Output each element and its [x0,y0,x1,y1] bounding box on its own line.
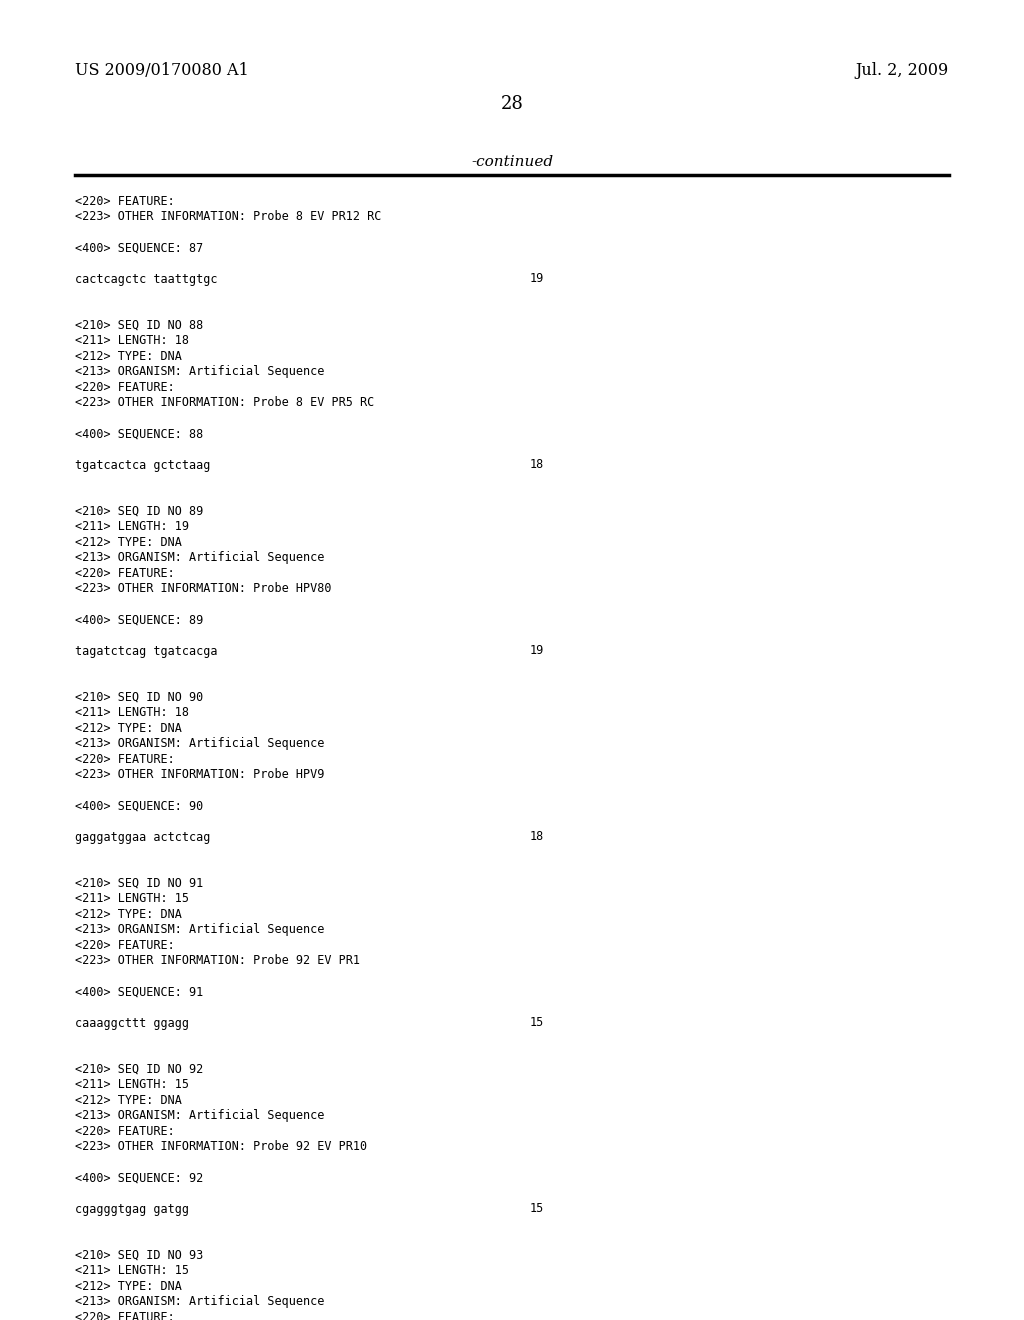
Text: 15: 15 [530,1203,544,1216]
Text: <211> LENGTH: 18: <211> LENGTH: 18 [75,334,189,347]
Text: <220> FEATURE:: <220> FEATURE: [75,939,175,952]
Text: US 2009/0170080 A1: US 2009/0170080 A1 [75,62,249,79]
Text: <400> SEQUENCE: 87: <400> SEQUENCE: 87 [75,242,203,255]
Text: 28: 28 [501,95,523,114]
Text: <400> SEQUENCE: 89: <400> SEQUENCE: 89 [75,614,203,627]
Text: <212> TYPE: DNA: <212> TYPE: DNA [75,1094,182,1107]
Text: <211> LENGTH: 15: <211> LENGTH: 15 [75,892,189,906]
Text: <223> OTHER INFORMATION: Probe 92 EV PR10: <223> OTHER INFORMATION: Probe 92 EV PR1… [75,1140,368,1154]
Text: 19: 19 [530,272,544,285]
Text: 18: 18 [530,458,544,471]
Text: <220> FEATURE:: <220> FEATURE: [75,568,175,579]
Text: <220> FEATURE:: <220> FEATURE: [75,381,175,393]
Text: -continued: -continued [471,154,553,169]
Text: Jul. 2, 2009: Jul. 2, 2009 [856,62,949,79]
Text: tagatctcag tgatcacga: tagatctcag tgatcacga [75,644,217,657]
Text: <210> SEQ ID NO 89: <210> SEQ ID NO 89 [75,506,203,517]
Text: <212> TYPE: DNA: <212> TYPE: DNA [75,722,182,735]
Text: 15: 15 [530,1016,544,1030]
Text: tgatcactca gctctaag: tgatcactca gctctaag [75,458,210,471]
Text: <220> FEATURE:: <220> FEATURE: [75,752,175,766]
Text: <400> SEQUENCE: 90: <400> SEQUENCE: 90 [75,800,203,813]
Text: <211> LENGTH: 15: <211> LENGTH: 15 [75,1265,189,1278]
Text: <220> FEATURE:: <220> FEATURE: [75,1125,175,1138]
Text: <400> SEQUENCE: 88: <400> SEQUENCE: 88 [75,428,203,441]
Text: <210> SEQ ID NO 92: <210> SEQ ID NO 92 [75,1063,203,1076]
Text: <223> OTHER INFORMATION: Probe 8 EV PR5 RC: <223> OTHER INFORMATION: Probe 8 EV PR5 … [75,396,374,409]
Text: <213> ORGANISM: Artificial Sequence: <213> ORGANISM: Artificial Sequence [75,552,325,565]
Text: <220> FEATURE:: <220> FEATURE: [75,195,175,209]
Text: <213> ORGANISM: Artificial Sequence: <213> ORGANISM: Artificial Sequence [75,1110,325,1122]
Text: <211> LENGTH: 15: <211> LENGTH: 15 [75,1078,189,1092]
Text: <210> SEQ ID NO 93: <210> SEQ ID NO 93 [75,1249,203,1262]
Text: cgagggtgag gatgg: cgagggtgag gatgg [75,1203,189,1216]
Text: <223> OTHER INFORMATION: Probe 8 EV PR12 RC: <223> OTHER INFORMATION: Probe 8 EV PR12… [75,210,381,223]
Text: <213> ORGANISM: Artificial Sequence: <213> ORGANISM: Artificial Sequence [75,738,325,751]
Text: <210> SEQ ID NO 88: <210> SEQ ID NO 88 [75,319,203,333]
Text: caaaggcttt ggagg: caaaggcttt ggagg [75,1016,189,1030]
Text: <210> SEQ ID NO 90: <210> SEQ ID NO 90 [75,690,203,704]
Text: <212> TYPE: DNA: <212> TYPE: DNA [75,1280,182,1294]
Text: <213> ORGANISM: Artificial Sequence: <213> ORGANISM: Artificial Sequence [75,366,325,379]
Text: <211> LENGTH: 18: <211> LENGTH: 18 [75,706,189,719]
Text: <213> ORGANISM: Artificial Sequence: <213> ORGANISM: Artificial Sequence [75,1295,325,1308]
Text: <400> SEQUENCE: 91: <400> SEQUENCE: 91 [75,986,203,998]
Text: <212> TYPE: DNA: <212> TYPE: DNA [75,908,182,921]
Text: <213> ORGANISM: Artificial Sequence: <213> ORGANISM: Artificial Sequence [75,924,325,936]
Text: 19: 19 [530,644,544,657]
Text: <400> SEQUENCE: 92: <400> SEQUENCE: 92 [75,1172,203,1184]
Text: <210> SEQ ID NO 91: <210> SEQ ID NO 91 [75,876,203,890]
Text: <223> OTHER INFORMATION: Probe HPV9: <223> OTHER INFORMATION: Probe HPV9 [75,768,325,781]
Text: <212> TYPE: DNA: <212> TYPE: DNA [75,350,182,363]
Text: <223> OTHER INFORMATION: Probe HPV80: <223> OTHER INFORMATION: Probe HPV80 [75,582,332,595]
Text: 18: 18 [530,830,544,843]
Text: cactcagctc taattgtgc: cactcagctc taattgtgc [75,272,217,285]
Text: gaggatggaa actctcag: gaggatggaa actctcag [75,830,210,843]
Text: <212> TYPE: DNA: <212> TYPE: DNA [75,536,182,549]
Text: <211> LENGTH: 19: <211> LENGTH: 19 [75,520,189,533]
Text: <220> FEATURE:: <220> FEATURE: [75,1311,175,1320]
Text: <223> OTHER INFORMATION: Probe 92 EV PR1: <223> OTHER INFORMATION: Probe 92 EV PR1 [75,954,360,968]
